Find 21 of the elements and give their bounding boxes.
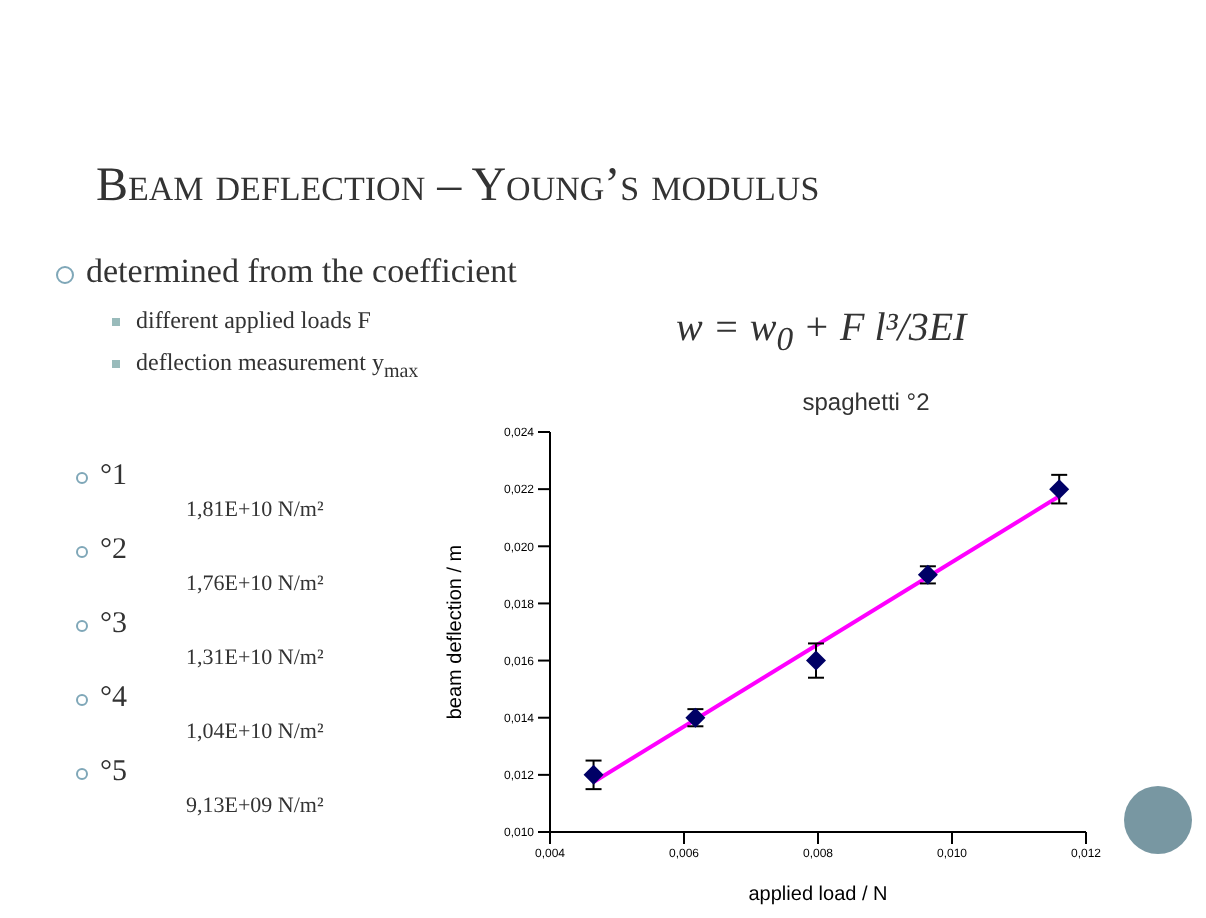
text: °5 <box>100 756 127 788</box>
text: different applied loads F <box>136 306 371 334</box>
text: Beam deflection – Young’s modulus <box>96 160 820 214</box>
text: 1,81E+10 N/m² <box>186 498 324 522</box>
text: °2 <box>100 534 127 566</box>
text: deflection measurement y$_{max}$ <box>136 348 419 383</box>
text: °1 <box>100 460 127 492</box>
text: 1,04E+10 N/m² <box>186 720 324 744</box>
chart-title: spaghetti °2 <box>800 388 932 416</box>
text: 1,76E+10 N/m² <box>186 572 324 596</box>
text: 9,13E+09 N/m² <box>186 794 324 818</box>
point <box>1049 479 1070 500</box>
point <box>805 650 826 671</box>
text: 1,31E+10 N/m² <box>186 646 324 670</box>
text: °3 <box>100 608 127 640</box>
y-axis-title: beam deflection / m <box>445 544 468 720</box>
x-axis-title: applied load / N <box>748 884 888 906</box>
text: w = w$_{0}$ + F l³/3EI <box>676 306 967 360</box>
text: determined from the coefficient <box>86 252 517 290</box>
text: °4 <box>100 682 127 714</box>
point <box>583 764 604 785</box>
